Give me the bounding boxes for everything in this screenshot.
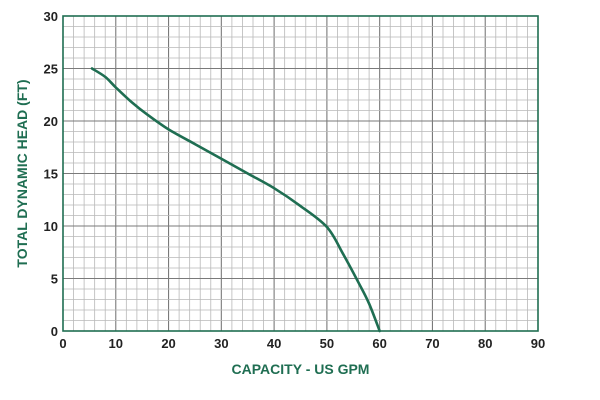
y-axis-title: TOTAL DYNAMIC HEAD (FT): [14, 79, 30, 267]
series-line-0: [90, 67, 381, 333]
y-tick-labels: 0 5 10 15 20 25 30: [44, 9, 58, 339]
x-tick-label: 60: [372, 336, 386, 351]
y-tick-label: 10: [44, 219, 58, 234]
x-tick-label: 30: [214, 336, 228, 351]
x-tick-label: 50: [320, 336, 334, 351]
x-tick-label: 80: [478, 336, 492, 351]
x-tick-labels: 0 10 20 30 40 50 60 70 80 90: [59, 336, 545, 351]
y-tick-label: 25: [44, 62, 58, 77]
x-tick-label: 10: [109, 336, 123, 351]
plot-frame: [62, 15, 539, 332]
y-tick-label: 5: [51, 272, 58, 287]
y-tick-label: 0: [51, 324, 58, 339]
y-tick-label: 20: [44, 114, 58, 129]
x-tick-label: 20: [161, 336, 175, 351]
y-tick-label: 30: [44, 9, 58, 24]
x-tick-label: 90: [531, 336, 545, 351]
y-tick-label: 15: [44, 167, 58, 182]
x-tick-label: 0: [59, 336, 66, 351]
grid: [63, 16, 538, 331]
x-tick-label: 70: [425, 336, 439, 351]
x-tick-label: 40: [267, 336, 281, 351]
x-axis-title: CAPACITY - US GPM: [232, 361, 370, 377]
series-layer: [90, 67, 381, 333]
